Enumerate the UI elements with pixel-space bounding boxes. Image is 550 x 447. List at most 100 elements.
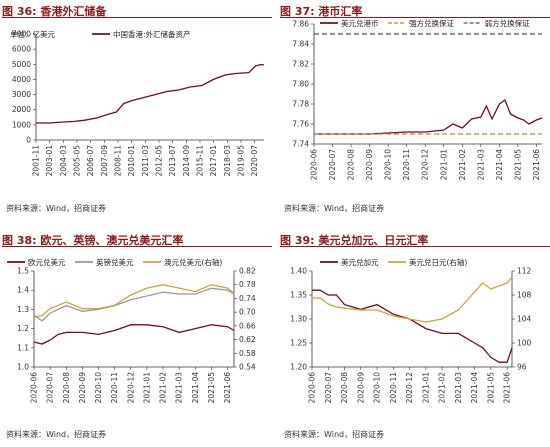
x-tick-label: 2021-05	[486, 372, 495, 404]
y-tick-label: 5000	[12, 60, 31, 69]
y-tick-label: 7.74	[292, 140, 309, 149]
y2-tick-label: 0.82	[239, 267, 256, 276]
y-tick-label: 1.2	[17, 324, 29, 333]
x-tick-label: 2020-09	[365, 149, 374, 181]
x-tick-label: 2020-07	[328, 149, 337, 181]
y-tick-label: 0	[26, 136, 31, 145]
y2-tick-label: 112	[517, 267, 532, 276]
x-tick-label: 2010-01	[127, 145, 136, 177]
x-tick-label: 2001-11	[32, 145, 41, 177]
x-tick-label: 2007-09	[100, 145, 109, 177]
x-tick-label: 2021-01	[421, 372, 430, 404]
y-tick-label: 7.86	[292, 20, 309, 29]
y-tick-label: 6000	[12, 45, 31, 54]
source-note: 资料来源：Wind，招商证券	[284, 204, 385, 213]
source-note: 资料来源：Wind，招商证券	[6, 204, 107, 213]
x-tick-label: 2020-12	[421, 149, 430, 181]
y2-tick-label: 0.70	[239, 308, 256, 317]
series-line-0	[36, 63, 265, 124]
legend-label: 强方兑换保证	[409, 18, 454, 28]
y-tick-label: 1000	[12, 120, 31, 129]
x-tick-label: 2020-11	[389, 372, 398, 404]
y2-tick-label: 108	[517, 291, 532, 300]
x-tick-label: 2021-06	[532, 149, 541, 181]
x-tick-label: 2020-11	[402, 149, 411, 181]
series-line-0	[33, 324, 235, 345]
panel-hk-fx-reserves: 图 36: 香港外汇储备 0 1000 2000 3000 4000 5000 6000 70…	[2, 0, 272, 218]
chart-title: 图 37: 港币汇率	[280, 5, 363, 18]
y2-tick-label: 0.78	[239, 280, 256, 289]
x-tick-label: 2019-05	[236, 145, 245, 177]
legend-label: 澳元兑美元(右轴)	[164, 257, 222, 267]
x-tick-label: 2021-05	[207, 372, 216, 404]
y2-tick-label: 0.66	[239, 321, 256, 330]
legend-label: 中国香港:外汇储备资产	[113, 29, 191, 39]
y2-tick-label: 0.58	[239, 349, 256, 358]
x-tick-label: 2021-06	[223, 372, 232, 404]
y-tick-label: 7.84	[292, 40, 309, 49]
y-tick-label: 1.1	[17, 343, 29, 352]
panel-usd-cad-jpy: 图 39: 美元兑加元、日元汇率 1.20 1.25 1.30 1.35 1.40 96 1…	[280, 229, 550, 447]
unit-label: 单位：亿美元	[10, 29, 55, 39]
chart-hk-fx-reserves: 0 1000 2000 3000 4000 5000 6000 7000 2001-11 2003…	[10, 29, 265, 177]
x-tick-label: 2020-10	[384, 149, 393, 181]
source-note: 资料来源：Wind，招商证券	[6, 430, 107, 439]
y-tick-label: 1.4	[17, 286, 29, 295]
y-tick-label: 1.30	[290, 315, 307, 324]
y-tick-label: 3000	[12, 90, 31, 99]
y2-tick-label: 96	[517, 363, 527, 372]
panel-eur-gbp-aud: 图 38: 欧元、英镑、澳元兑美元汇率 1.0 1.1 1.2 1.3 1.4 1.5 0.…	[2, 229, 272, 447]
chart-title: 图 39: 美元兑加元、日元汇率	[280, 234, 429, 247]
x-tick-label: 2021-04	[495, 149, 504, 181]
x-tick-label: 2021-02	[438, 372, 447, 404]
panel-header: 图 37: 港币汇率	[280, 0, 550, 18]
x-tick-label: 2021-03	[175, 372, 184, 404]
chart-eur-gbp-aud: 1.0 1.1 1.2 1.3 1.4 1.5 0.54 0.58 0.62 0.66 0.70 0.…	[7, 257, 256, 404]
x-tick-label: 2020-08	[340, 372, 349, 404]
x-tick-label: 2011-03	[141, 145, 150, 177]
legend-label: 欧元兑美元	[28, 257, 66, 267]
x-tick-label: 2020-11	[110, 372, 119, 404]
y-tick-label: 1.3	[17, 305, 29, 314]
x-tick-label: 2020-10	[94, 372, 103, 404]
panel-header: 图 38: 欧元、英镑、澳元兑美元汇率	[2, 229, 272, 247]
y-tick-label: 1.5	[17, 267, 29, 276]
x-tick-label: 2021-01	[142, 372, 151, 404]
chart-usd-cad-jpy: 1.20 1.25 1.30 1.35 1.40 96 100 104 108 112 2020-0…	[290, 257, 532, 404]
y-tick-label: 1.20	[290, 363, 307, 372]
y-tick-label: 1.35	[290, 291, 307, 300]
x-tick-label: 2021-06	[503, 372, 512, 404]
y2-tick-label: 100	[517, 339, 532, 348]
x-tick-label: 2020-09	[356, 372, 365, 404]
x-tick-label: 2006-07	[86, 145, 95, 177]
x-tick-label: 2020-09	[78, 372, 87, 404]
y-tick-label: 7.76	[292, 120, 309, 129]
y-tick-label: 7.82	[292, 60, 309, 69]
x-tick-label: 2020-12	[126, 372, 135, 404]
series-line-0	[314, 98, 543, 135]
x-tick-label: 2020-07	[324, 372, 333, 404]
chart-title: 图 36: 香港外汇储备	[2, 5, 107, 18]
x-tick-label: 2020-12	[405, 372, 414, 404]
legend-label: 美元兑加元	[341, 257, 379, 267]
legend-label: 美元兑日元(右轴)	[409, 257, 467, 267]
series-line-1	[33, 287, 235, 322]
series-line-1	[312, 276, 513, 323]
y-tick-label: 2000	[12, 105, 31, 114]
y2-tick-label: 0.74	[239, 294, 256, 303]
x-tick-label: 2020-06	[30, 372, 39, 404]
y-tick-label: 7.78	[292, 100, 309, 109]
x-tick-label: 2018-03	[223, 145, 232, 177]
x-tick-label: 2020-10	[373, 372, 382, 404]
panel-header: 图 39: 美元兑加元、日元汇率	[280, 229, 550, 247]
x-tick-label: 2008-11	[113, 145, 122, 177]
y-tick-label: 7.80	[292, 80, 309, 89]
x-tick-label: 2020-07	[46, 372, 55, 404]
y-tick-label: 1.40	[290, 267, 307, 276]
panel-hkd-rate: 图 37: 港币汇率 7.74 7.76 7.78 7.80 7.82 7.84 7.86 2…	[280, 0, 550, 218]
x-tick-label: 2020-06	[310, 149, 319, 181]
x-tick-label: 2020-08	[62, 372, 71, 404]
x-tick-label: 2012-05	[154, 145, 163, 177]
y2-tick-label: 0.54	[239, 363, 256, 372]
x-tick-label: 2021-02	[159, 372, 168, 404]
